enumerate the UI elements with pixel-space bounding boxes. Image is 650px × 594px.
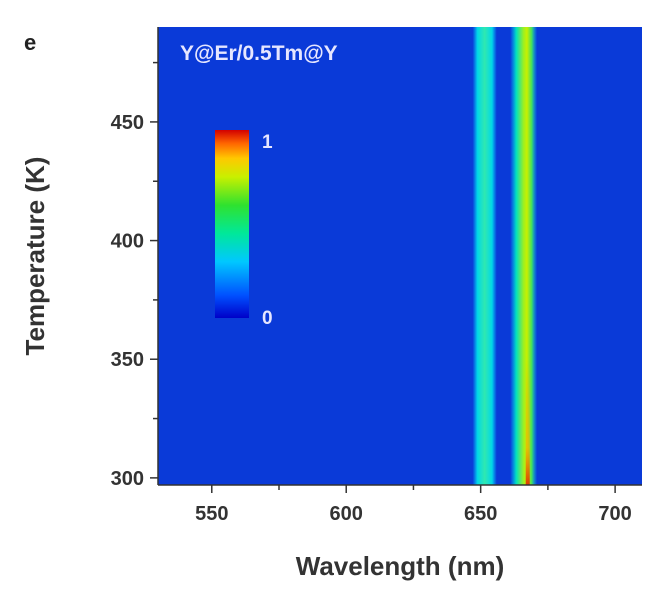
x-tick-label: 550	[195, 503, 228, 525]
x-tick-label: 700	[598, 503, 631, 525]
colorbar-max-label: 1	[262, 132, 273, 153]
x-axis: 550 600 650 700	[158, 484, 642, 525]
x-tick-label: 600	[330, 503, 363, 525]
y-tick-label: 400	[111, 231, 144, 253]
emission-band-2-peak	[525, 359, 530, 485]
emission-band-2	[510, 27, 538, 485]
y-tick-label: 300	[111, 468, 144, 490]
y-tick-label: 450	[111, 112, 144, 134]
y-axis: 300 350 400 450	[111, 27, 159, 490]
colorbar-gradient	[215, 130, 249, 318]
colorbar-min-label: 0	[262, 308, 273, 329]
panel-label: e	[24, 30, 36, 55]
y-tick-label: 350	[111, 349, 144, 371]
x-tick-label: 650	[464, 503, 497, 525]
emission-band-1	[472, 27, 497, 485]
sample-label: Y@Er/0.5Tm@Y	[180, 42, 338, 65]
colorbar: 1 0	[215, 130, 273, 329]
y-axis-title: Temperature (K)	[20, 157, 50, 356]
x-axis-title: Wavelength (nm)	[296, 551, 504, 581]
